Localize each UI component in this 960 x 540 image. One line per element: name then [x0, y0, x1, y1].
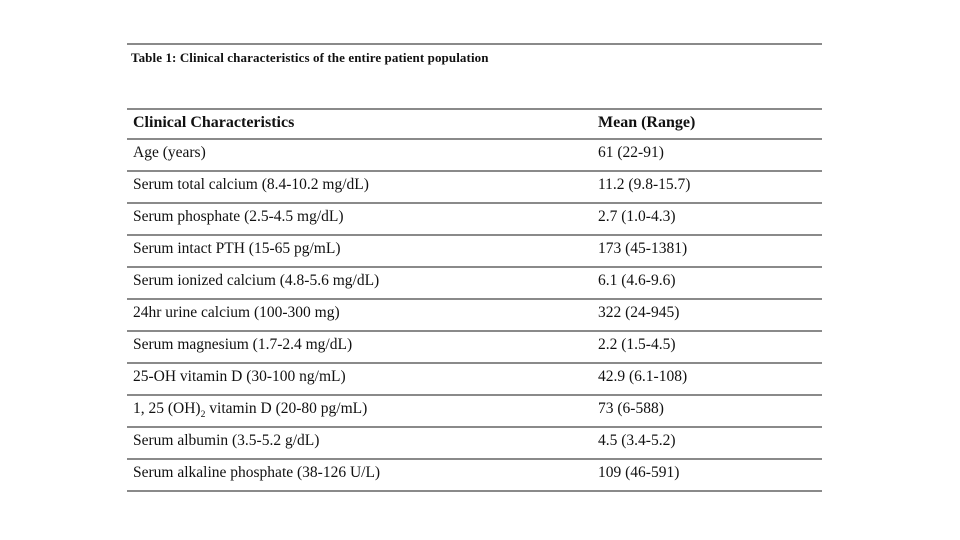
- characteristic-cell: Serum phosphate (2.5-4.5 mg/dL): [127, 203, 592, 236]
- mean-range-cell: 173 (45-1381): [592, 235, 822, 268]
- mean-range-cell: 322 (24-945): [592, 299, 822, 332]
- mean-range-cell: 4.5 (3.4-5.2): [592, 427, 822, 460]
- characteristic-cell: Age (years): [127, 139, 592, 172]
- column-header-mean-range: Mean (Range): [592, 108, 822, 140]
- characteristic-cell: 24hr urine calcium (100-300 mg): [127, 299, 592, 332]
- mean-range-cell: 6.1 (4.6-9.6): [592, 267, 822, 300]
- table-block: Table 1: Clinical characteristics of the…: [127, 43, 822, 492]
- characteristic-cell: Serum magnesium (1.7-2.4 mg/dL): [127, 331, 592, 364]
- characteristic-cell: Serum ionized calcium (4.8-5.6 mg/dL): [127, 267, 592, 300]
- table-row: Age (years) 61 (22-91): [127, 139, 822, 172]
- table-row: Serum intact PTH (15-65 pg/mL) 173 (45-1…: [127, 235, 822, 268]
- characteristic-cell: 1, 25 (OH)2 vitamin D (20-80 pg/mL): [127, 395, 592, 428]
- table-row: 25-OH vitamin D (30-100 ng/mL) 42.9 (6.1…: [127, 363, 822, 396]
- table-row: Serum total calcium (8.4-10.2 mg/dL) 11.…: [127, 171, 822, 204]
- characteristic-cell: Serum albumin (3.5-5.2 g/dL): [127, 427, 592, 460]
- column-header-characteristics: Clinical Characteristics: [127, 108, 592, 140]
- header-row: Clinical Characteristics Mean (Range): [127, 108, 822, 140]
- mean-range-cell: 11.2 (9.8-15.7): [592, 171, 822, 204]
- table-row: Serum albumin (3.5-5.2 g/dL) 4.5 (3.4-5.…: [127, 427, 822, 460]
- table-row: 1, 25 (OH)2 vitamin D (20-80 pg/mL) 73 (…: [127, 395, 822, 428]
- table-title: Table 1: Clinical characteristics of the…: [127, 43, 822, 108]
- mean-range-cell: 109 (46-591): [592, 459, 822, 492]
- table-row: Serum phosphate (2.5-4.5 mg/dL) 2.7 (1.0…: [127, 203, 822, 236]
- mean-range-cell: 2.2 (1.5-4.5): [592, 331, 822, 364]
- mean-range-cell: 61 (22-91): [592, 139, 822, 172]
- mean-range-cell: 2.7 (1.0-4.3): [592, 203, 822, 236]
- table-row: Serum ionized calcium (4.8-5.6 mg/dL) 6.…: [127, 267, 822, 300]
- characteristic-cell: Serum alkaline phosphate (38-126 U/L): [127, 459, 592, 492]
- mean-range-cell: 42.9 (6.1-108): [592, 363, 822, 396]
- characteristic-cell: 25-OH vitamin D (30-100 ng/mL): [127, 363, 592, 396]
- table-row: Serum alkaline phosphate (38-126 U/L) 10…: [127, 459, 822, 492]
- table-row: 24hr urine calcium (100-300 mg) 322 (24-…: [127, 299, 822, 332]
- table-row: Serum magnesium (1.7-2.4 mg/dL) 2.2 (1.5…: [127, 331, 822, 364]
- characteristic-cell: Serum intact PTH (15-65 pg/mL): [127, 235, 592, 268]
- mean-range-cell: 73 (6-588): [592, 395, 822, 428]
- characteristic-cell: Serum total calcium (8.4-10.2 mg/dL): [127, 171, 592, 204]
- clinical-characteristics-table: Clinical Characteristics Mean (Range) Ag…: [127, 108, 822, 492]
